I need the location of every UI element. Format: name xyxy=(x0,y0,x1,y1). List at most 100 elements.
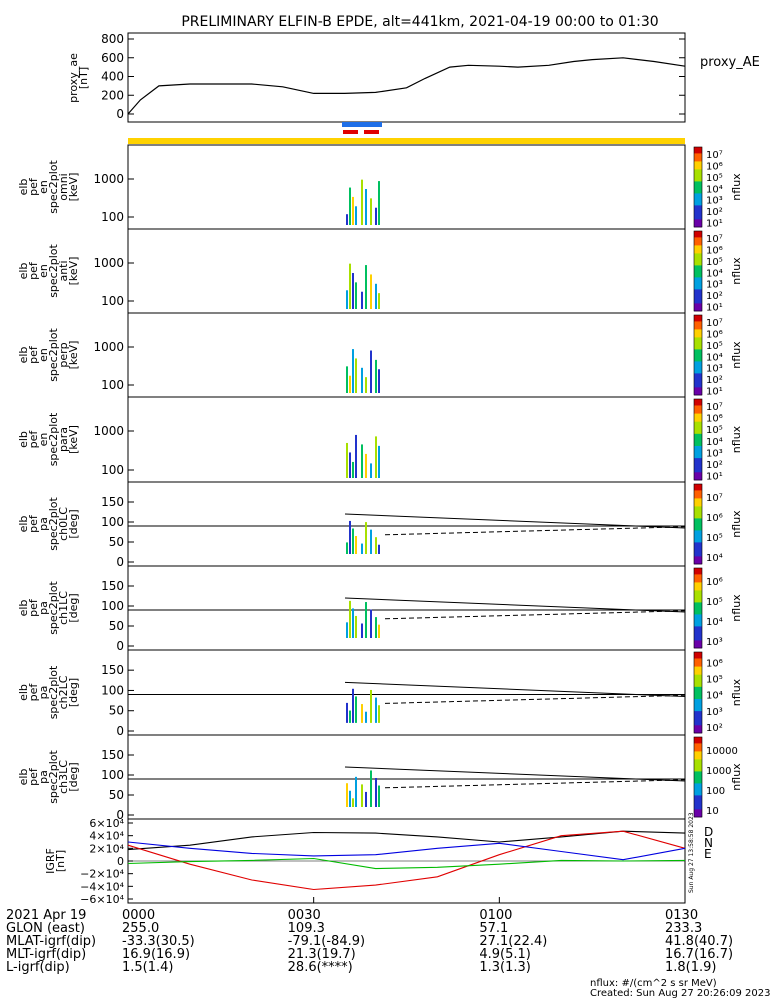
colorbar-tick: 10⁴ xyxy=(706,352,723,363)
colorbar-segment xyxy=(694,797,702,800)
pa-spectrogram-column xyxy=(352,528,354,554)
colorbar-segment xyxy=(694,536,702,539)
ylabel-line: spec2plot xyxy=(47,328,60,382)
colorbar-segment xyxy=(694,520,702,523)
colorbar-segment xyxy=(694,267,702,270)
pa-spectrogram-column xyxy=(352,608,354,638)
colorbar-segment xyxy=(694,777,702,780)
ylabel-line: spec2plot xyxy=(47,581,60,635)
colorbar-label-group: nflux xyxy=(730,341,743,369)
colorbar-segment xyxy=(694,526,702,529)
ylabel-line: anti xyxy=(57,260,70,281)
colorbar-segment xyxy=(694,243,702,246)
footer-row-value: 16.9(16.9) xyxy=(122,947,191,962)
colorbar-segment xyxy=(694,405,702,408)
energy-ytick-label: 100 xyxy=(101,378,124,392)
ylabel-line: spec2plot xyxy=(47,497,60,551)
ylabel-line: [keV] xyxy=(67,173,80,202)
pa-spectrogram-column xyxy=(378,705,380,723)
colorbar-segment xyxy=(694,207,702,210)
colorbar-tick: 10³ xyxy=(706,280,723,291)
igrf-component-label: E xyxy=(704,847,712,861)
pa-ytick-label: 150 xyxy=(101,495,124,509)
colorbar-tick: 10² xyxy=(706,291,723,302)
colorbar-segment xyxy=(694,213,702,216)
colorbar-segment xyxy=(694,634,702,637)
igrf-ytick-label: 2×10⁴ xyxy=(89,842,124,855)
colorbar-segment xyxy=(694,580,702,583)
colorbar-segment xyxy=(694,678,702,681)
colorbar-segment xyxy=(694,327,702,330)
ylabel-line: spec2plot xyxy=(47,244,60,298)
colorbar-segment xyxy=(694,518,702,521)
ylabel-line: elb xyxy=(17,431,30,448)
colorbar-segment xyxy=(694,335,702,338)
anti-loss-cone-line xyxy=(384,526,686,536)
footer-row-value: 21.3(19.7) xyxy=(287,947,356,962)
colorbar-tick: 100 xyxy=(706,786,725,797)
colorbar-label: nflux xyxy=(730,594,743,622)
colorbar-segment xyxy=(694,658,702,661)
energy-ytick-label: 1000 xyxy=(93,340,124,354)
colorbar-segment xyxy=(694,323,702,326)
colorbar-segment xyxy=(694,652,702,655)
colorbar-segment xyxy=(694,285,702,288)
pa-ytick-label: 50 xyxy=(109,704,124,718)
colorbar-segment xyxy=(694,165,702,168)
created-note: Created: Sun Aug 27 20:26:09 2023 xyxy=(590,988,771,999)
colorbar-segment xyxy=(694,763,702,766)
colorbar-segment xyxy=(694,492,702,495)
colorbar-segment xyxy=(694,437,702,440)
energy-spectrogram-column xyxy=(375,436,377,478)
colorbar-segment xyxy=(694,540,702,543)
colorbar-segment xyxy=(694,783,702,786)
units-note: nflux: #/(cm^2 s sr MeV) xyxy=(590,978,717,989)
colorbar-segment xyxy=(694,618,702,621)
colorbar-segment xyxy=(694,532,702,535)
footer-row-value: 4.9(5.1) xyxy=(479,947,531,962)
colorbar-segment xyxy=(694,389,702,392)
pa-spectrogram-column xyxy=(370,529,372,554)
pa-panel-frame xyxy=(127,649,686,736)
colorbar-segment xyxy=(694,321,702,324)
colorbar-segment xyxy=(694,239,702,242)
pa-spectrogram-column xyxy=(352,688,354,723)
footer-row-value: 109.3 xyxy=(287,921,325,936)
colorbar-segment xyxy=(694,167,702,170)
pa-ytick-label: 150 xyxy=(101,579,124,593)
colorbar-tick: 10¹ xyxy=(706,472,723,483)
ylabel-line: en xyxy=(37,264,50,278)
ylabel-line: [nT] xyxy=(77,67,90,89)
footer-row-value: 28.6(****) xyxy=(287,960,353,975)
ylabel-line: ch1LC xyxy=(57,591,70,625)
igrf-F-line xyxy=(127,830,686,851)
footer-row-value: -33.3(30.5) xyxy=(122,934,195,949)
colorbar-tick: 10³ xyxy=(706,448,723,459)
pa-spectrogram-column xyxy=(346,783,348,807)
colorbar-segment xyxy=(694,512,702,515)
colorbar-segment xyxy=(694,674,702,677)
colorbar-segment xyxy=(694,411,702,414)
colorbar-segment xyxy=(694,193,702,196)
pa-spectrogram-column xyxy=(346,702,348,723)
colorbar-segment xyxy=(694,596,702,599)
colorbar-segment xyxy=(694,293,702,296)
colorbar-segment xyxy=(694,457,702,461)
energy-spectrogram-column xyxy=(361,179,363,225)
colorbar-segment xyxy=(694,203,702,206)
colorbar-label: nflux xyxy=(730,173,743,201)
colorbar-segment xyxy=(694,297,702,300)
colorbar-segment xyxy=(694,191,702,194)
colorbar-segment xyxy=(694,668,702,671)
colorbar-segment xyxy=(694,169,702,172)
energy-ytick-label: 100 xyxy=(101,463,124,477)
colorbar-segment xyxy=(694,686,702,689)
colorbar-segment xyxy=(694,765,702,768)
colorbar-segment xyxy=(694,223,702,226)
colorbar-segment xyxy=(694,704,702,708)
colorbar-segment xyxy=(694,365,702,368)
colorbar-segment xyxy=(694,574,702,577)
colorbar-segment xyxy=(694,183,702,186)
